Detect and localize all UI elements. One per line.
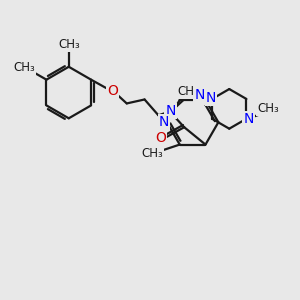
Text: N: N (165, 104, 175, 118)
Text: N: N (194, 88, 205, 102)
Text: CH₃: CH₃ (14, 61, 35, 74)
Text: CH₃: CH₃ (141, 147, 163, 160)
Text: CH₃: CH₃ (257, 102, 279, 116)
Text: N: N (201, 90, 212, 104)
Text: N: N (243, 112, 254, 126)
Text: N: N (206, 91, 216, 105)
Text: CH₃: CH₃ (177, 85, 199, 98)
Text: CH₃: CH₃ (58, 38, 80, 52)
Text: O: O (107, 84, 118, 98)
Text: N: N (159, 115, 169, 129)
Text: O: O (155, 131, 166, 145)
